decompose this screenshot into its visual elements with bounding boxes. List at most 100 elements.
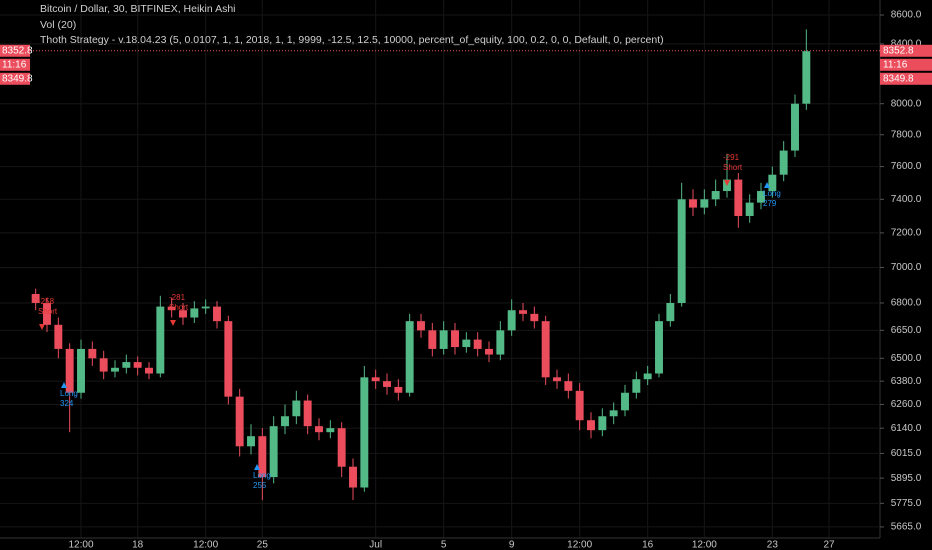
x-tick-label: 12:00 [68, 540, 93, 550]
candle-body [666, 302, 675, 322]
candle-body [65, 348, 74, 393]
candle-body [88, 348, 97, 359]
price-badge-label: 8349.8 [2, 73, 33, 84]
candle-body [757, 191, 765, 203]
y-tick-label: 8000.0 [891, 98, 922, 109]
y-tick-label: 6015.0 [891, 448, 922, 459]
candle-body [383, 381, 391, 387]
candle-body [269, 426, 278, 478]
volume-legend: Vol (20) [40, 19, 76, 31]
x-tick-label: 25 [257, 540, 269, 550]
candle-body [507, 310, 516, 331]
candle-body [156, 306, 165, 374]
candle-body [31, 294, 40, 303]
y-tick-label: 7400.0 [891, 194, 922, 205]
y-tick-label: 6650.0 [891, 325, 922, 336]
x-tick-label: 16 [642, 540, 654, 550]
symbol-title: Bitcoin / Dollar, 30, BITFINEX, Heikin A… [40, 3, 236, 15]
y-tick-label: 7600.0 [891, 161, 922, 172]
trade-arrow [61, 382, 67, 388]
candle-body [292, 400, 301, 417]
x-tick-label: 12:00 [567, 540, 592, 550]
strategy-legend: Thoth Strategy - v.18.04.23 (5, 0.0107, … [40, 34, 664, 46]
candle-body [689, 199, 697, 208]
candle-body [530, 313, 539, 322]
trade-arrow [724, 180, 730, 186]
candle-body [235, 396, 244, 447]
candle-body [439, 330, 448, 349]
trade-text: -258 [38, 297, 55, 306]
y-tick-label: 5665.0 [891, 522, 922, 533]
price-badge [880, 72, 932, 85]
x-tick-label: 18 [132, 540, 144, 550]
candle-body [632, 379, 641, 393]
x-tick-label: 23 [767, 540, 779, 550]
y-tick-label: 6140.0 [891, 423, 922, 434]
candle-body [349, 466, 357, 488]
grid [0, 0, 880, 538]
candle-body [417, 321, 425, 331]
y-tick-label: 6380.0 [891, 376, 922, 387]
candle-body [371, 377, 380, 382]
candle-body [802, 51, 811, 104]
candle-body [360, 377, 369, 488]
candle-body [77, 348, 85, 393]
candle-body [99, 358, 108, 372]
y-tick-label: 7000.0 [891, 262, 922, 273]
trade-arrow [39, 324, 45, 330]
trade-text: Long [253, 471, 271, 480]
x-tick-label: 9 [509, 540, 515, 550]
candle-body [190, 308, 199, 318]
x-tick-label: 12:00 [193, 540, 218, 550]
trade-arrow [254, 464, 260, 470]
price-badge [880, 44, 932, 57]
trade-text: 279 [763, 199, 777, 208]
trade-text: 255 [253, 481, 267, 490]
trade-text: 324 [60, 399, 74, 408]
trade-text: Short [723, 163, 743, 172]
candle-body [337, 428, 346, 467]
price-badge-label: 8352.8 [2, 45, 33, 56]
candle-body [621, 392, 629, 411]
price-badge-label: 11:16 [883, 59, 908, 70]
y-tick-label: 6260.0 [891, 399, 922, 410]
trade-text: Long [60, 389, 78, 398]
candle-body [700, 199, 709, 208]
candle-body [677, 199, 686, 303]
trade-arrow [170, 320, 176, 326]
candle-body [43, 302, 51, 325]
candle-body [553, 377, 561, 382]
y-tick-label: 8400.0 [891, 39, 922, 50]
y-tick-label: 6800.0 [891, 298, 922, 309]
candle-body [655, 321, 663, 374]
price-badge-label: 11:16 [2, 59, 27, 70]
y-tick-label: 7200.0 [891, 228, 922, 239]
y-tick-label: 8600.0 [891, 10, 922, 21]
candle-body [496, 330, 505, 355]
candle-body [462, 339, 471, 348]
price-badge [880, 58, 932, 71]
trade-text: Short [38, 307, 58, 316]
price-badge [0, 44, 30, 57]
candle-body [179, 310, 187, 318]
trade-text: -281 [169, 293, 186, 302]
candle-body [451, 330, 459, 348]
candle-body [575, 390, 584, 421]
candle-body [405, 321, 414, 393]
candle-body [587, 420, 595, 431]
candle-body [519, 310, 527, 314]
candle-body [643, 373, 652, 380]
candle-body [564, 381, 573, 391]
price-badge-label: 8352.8 [883, 45, 914, 56]
candle-body [428, 330, 437, 349]
candle-body [326, 428, 335, 433]
candle-body [394, 386, 403, 393]
y-tick-label: 6500.0 [891, 353, 922, 364]
x-tick-label: Jul [369, 540, 382, 550]
price-badge-label: 8349.8 [883, 73, 914, 84]
candle-body [303, 400, 312, 427]
candle-body [281, 416, 289, 427]
candle-body [122, 362, 131, 368]
